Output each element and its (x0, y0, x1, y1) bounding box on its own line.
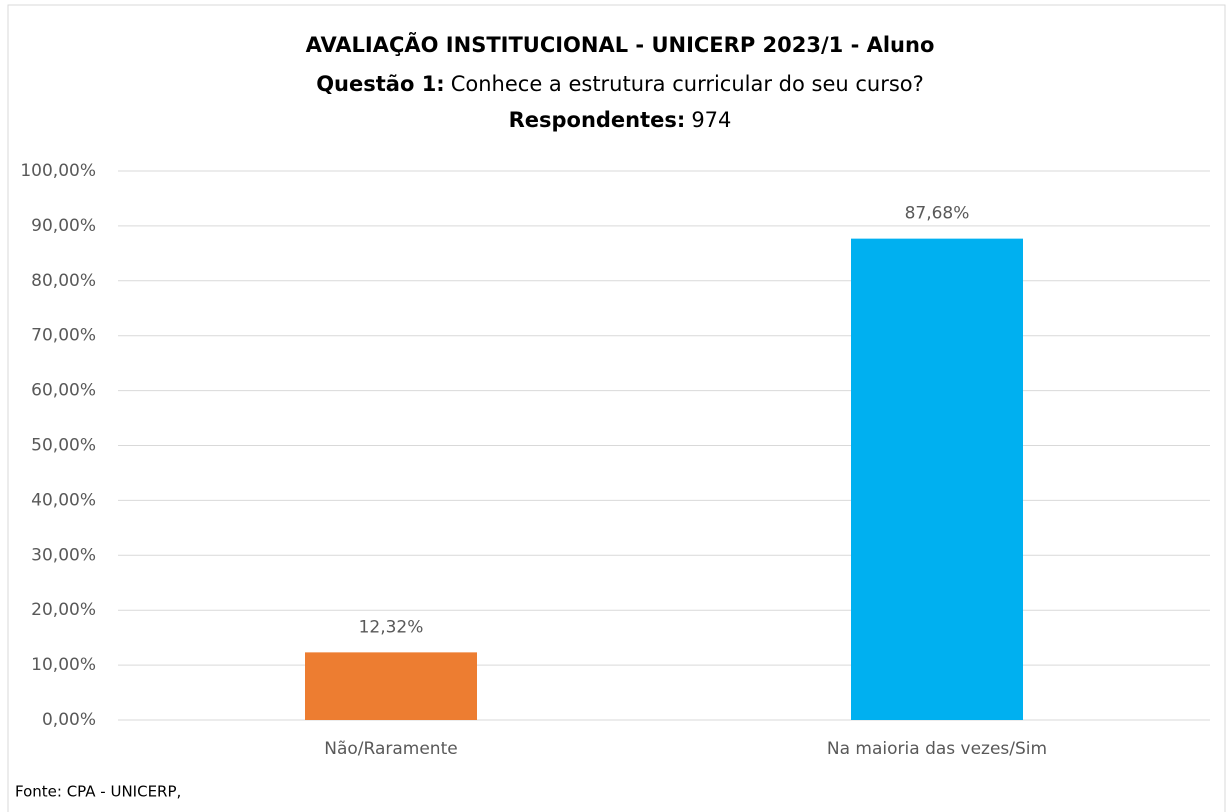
x-tick-label: Não/Raramente (324, 739, 457, 759)
x-tick-label: Na maioria das vezes/Sim (827, 739, 1047, 759)
y-tick-label: 10,00% (31, 655, 96, 675)
y-tick-label: 50,00% (31, 436, 96, 456)
respondents: 974 (691, 108, 731, 132)
subtitle: Questão 1: Conhece a estrutura curricular… (316, 72, 924, 96)
question-label: Questão 1: (316, 72, 445, 96)
y-tick-label: 100,00% (20, 161, 96, 181)
chart-title: AVALIAÇÃO INSTITUCIONAL - UNICERP 2023/1… (306, 32, 935, 57)
respondents-label: Respondentes: (509, 108, 686, 132)
question: Conhece a estrutura curricular do seu cu… (451, 72, 924, 96)
y-tick-label: 30,00% (31, 545, 96, 565)
y-tick-label: 40,00% (31, 490, 96, 510)
data-label: 87,68% (905, 204, 970, 224)
y-tick-label: 0,00% (42, 710, 96, 730)
y-tick-label: 60,00% (31, 381, 96, 401)
y-tick-label: 90,00% (31, 216, 96, 236)
y-tick-label: 70,00% (31, 326, 96, 346)
bar (305, 652, 477, 720)
source: Fonte: CPA - UNICERP, (15, 783, 181, 801)
data-label: 12,32% (359, 617, 424, 637)
bar (851, 238, 1023, 721)
respondents-line: Respondentes: 974 (509, 108, 732, 132)
y-tick-label: 80,00% (31, 271, 96, 291)
y-tick-label: 20,00% (31, 600, 96, 620)
